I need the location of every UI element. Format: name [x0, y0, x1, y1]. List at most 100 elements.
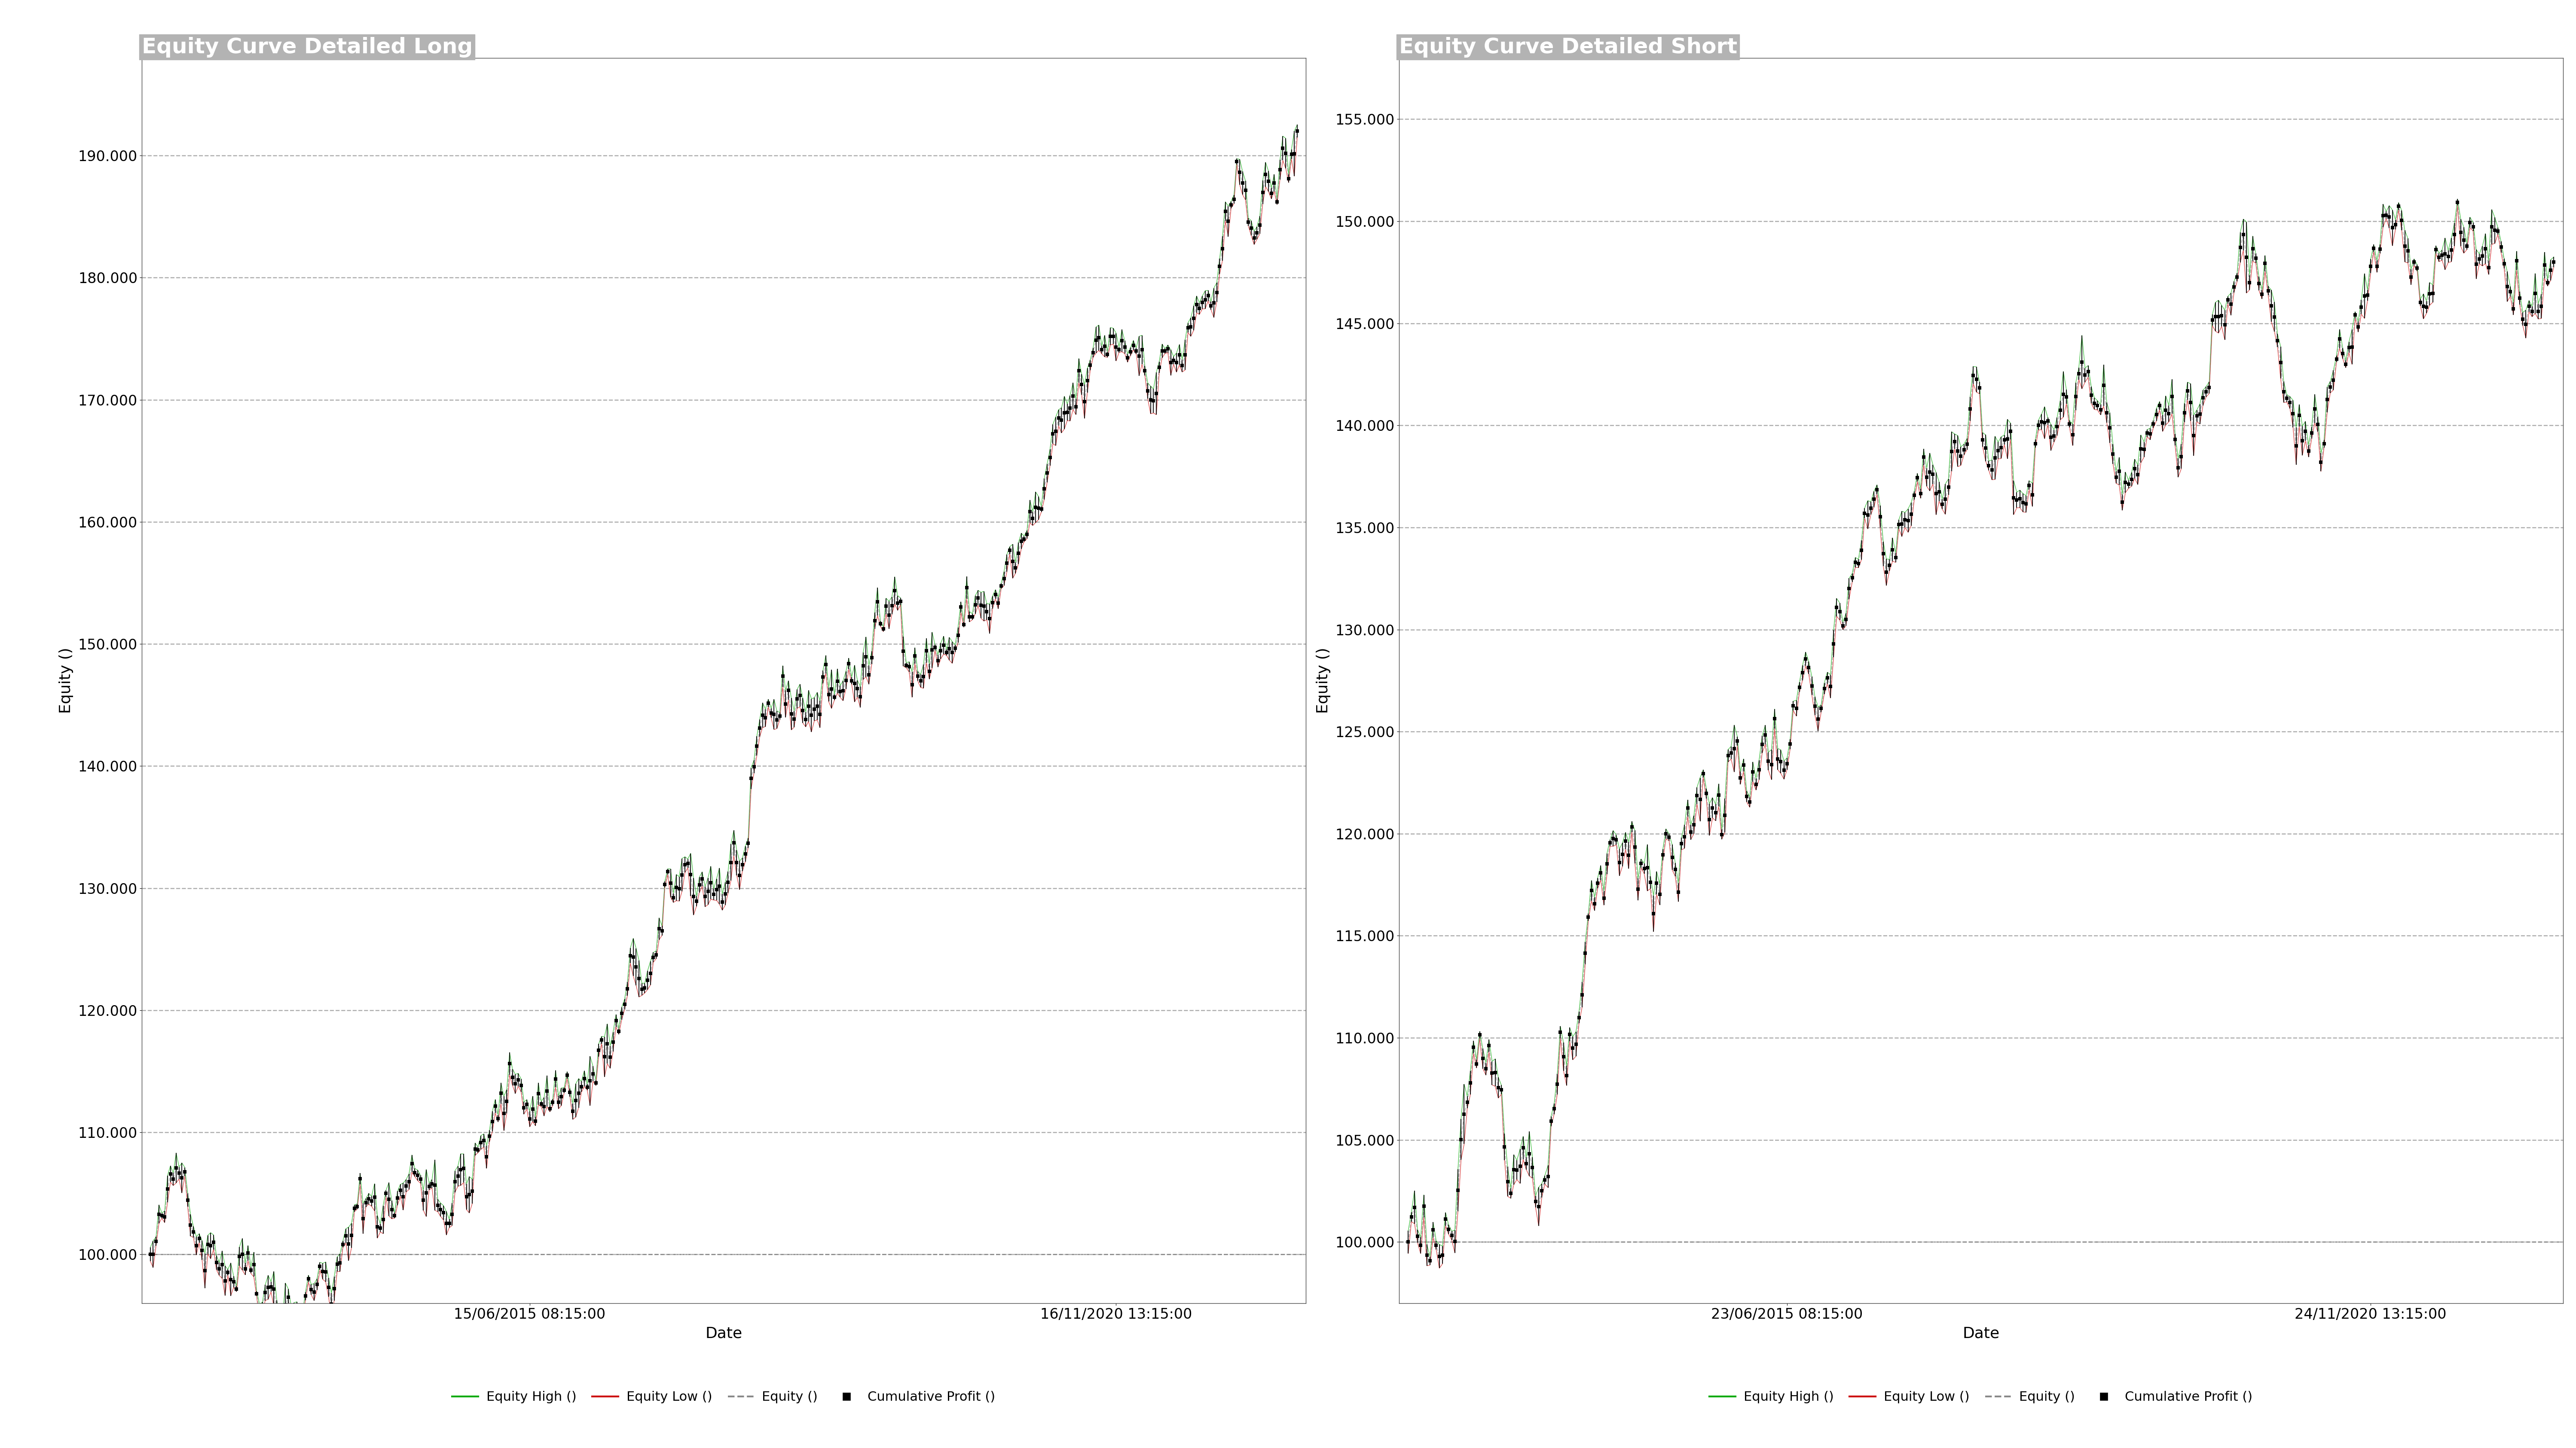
Point [368, 1187, 410, 1211]
Point [2022, 410, 2063, 433]
Point [590, 1045, 631, 1069]
Point [1522, 1179, 1564, 1202]
Point [1927, 475, 1968, 498]
Point [549, 1082, 590, 1105]
Point [1401, 1234, 1443, 1257]
Point [562, 1074, 603, 1098]
Point [1406, 1244, 1448, 1267]
Point [471, 1109, 513, 1132]
Point [1510, 1142, 1551, 1166]
Point [343, 1206, 384, 1229]
Point [1620, 851, 1662, 875]
Point [1723, 753, 1765, 776]
Point [250, 1276, 291, 1299]
Point [497, 1069, 538, 1092]
Point [1937, 440, 1978, 463]
Point [572, 1063, 613, 1086]
Point [2221, 236, 2262, 259]
Point [1105, 336, 1146, 359]
Point [2416, 237, 2458, 261]
Point [1819, 599, 1860, 623]
Point [1662, 833, 1703, 856]
Point [204, 1270, 245, 1293]
Point [384, 1184, 425, 1208]
Point [866, 595, 907, 618]
Point [2455, 252, 2496, 275]
Point [711, 851, 752, 875]
Point [2159, 456, 2200, 479]
Point [868, 604, 909, 627]
Point [724, 843, 765, 866]
Point [1167, 316, 1208, 339]
Point [829, 652, 871, 675]
Point [613, 946, 654, 969]
Point [641, 919, 683, 943]
Point [925, 641, 966, 665]
Point [2269, 391, 2311, 414]
Point [265, 1293, 307, 1316]
Point [1726, 785, 1767, 808]
Point [1834, 550, 1875, 573]
Point [2210, 292, 2251, 316]
Point [814, 686, 855, 710]
Point [984, 568, 1025, 591]
Point [721, 853, 762, 876]
Point [574, 1072, 616, 1095]
Point [361, 1216, 402, 1239]
Point [1955, 368, 1996, 391]
Point [1904, 446, 1945, 469]
Point [1108, 346, 1149, 369]
Point [786, 708, 827, 731]
Point [1654, 859, 1695, 882]
Point [2501, 307, 2543, 330]
Point [350, 1190, 392, 1213]
Point [845, 646, 886, 669]
Point [1054, 385, 1095, 408]
Point [1775, 696, 1816, 720]
Point [366, 1182, 407, 1205]
Point [1159, 343, 1200, 366]
Point [726, 831, 768, 854]
Point [1875, 546, 1917, 569]
Point [1759, 750, 1801, 773]
Point [469, 1125, 510, 1148]
Point [1136, 382, 1177, 405]
Point [1538, 1073, 1579, 1096]
Point [2486, 275, 2527, 298]
Point [762, 665, 804, 688]
Point [1396, 1225, 1437, 1248]
Point [319, 1251, 361, 1274]
Point [389, 1170, 430, 1193]
Point [811, 678, 853, 701]
Point [1162, 355, 1203, 378]
Point [2136, 403, 2177, 426]
Point [1556, 1032, 1597, 1056]
Point [2524, 253, 2566, 277]
Point [1195, 281, 1236, 304]
Point [714, 831, 755, 854]
Point [420, 1197, 461, 1221]
Point [1466, 1057, 1507, 1080]
Point [1157, 350, 1198, 374]
Point [1893, 484, 1935, 507]
Point [185, 1260, 227, 1283]
Point [363, 1208, 404, 1231]
Point [1770, 733, 1811, 756]
Point [1388, 1231, 1430, 1254]
Point [2334, 304, 2375, 327]
Point [520, 1092, 562, 1115]
Point [2228, 271, 2269, 294]
Point [1471, 1061, 1512, 1085]
Point [2432, 239, 2473, 262]
Point [1084, 334, 1126, 358]
Point [1695, 801, 1736, 824]
Point [992, 550, 1033, 573]
Point [1260, 158, 1301, 181]
Point [914, 636, 956, 659]
Point [252, 1277, 294, 1300]
Point [799, 702, 840, 725]
Point [222, 1242, 263, 1266]
Point [1440, 1128, 1481, 1151]
Point [1971, 458, 2012, 481]
Point [2056, 385, 2097, 408]
